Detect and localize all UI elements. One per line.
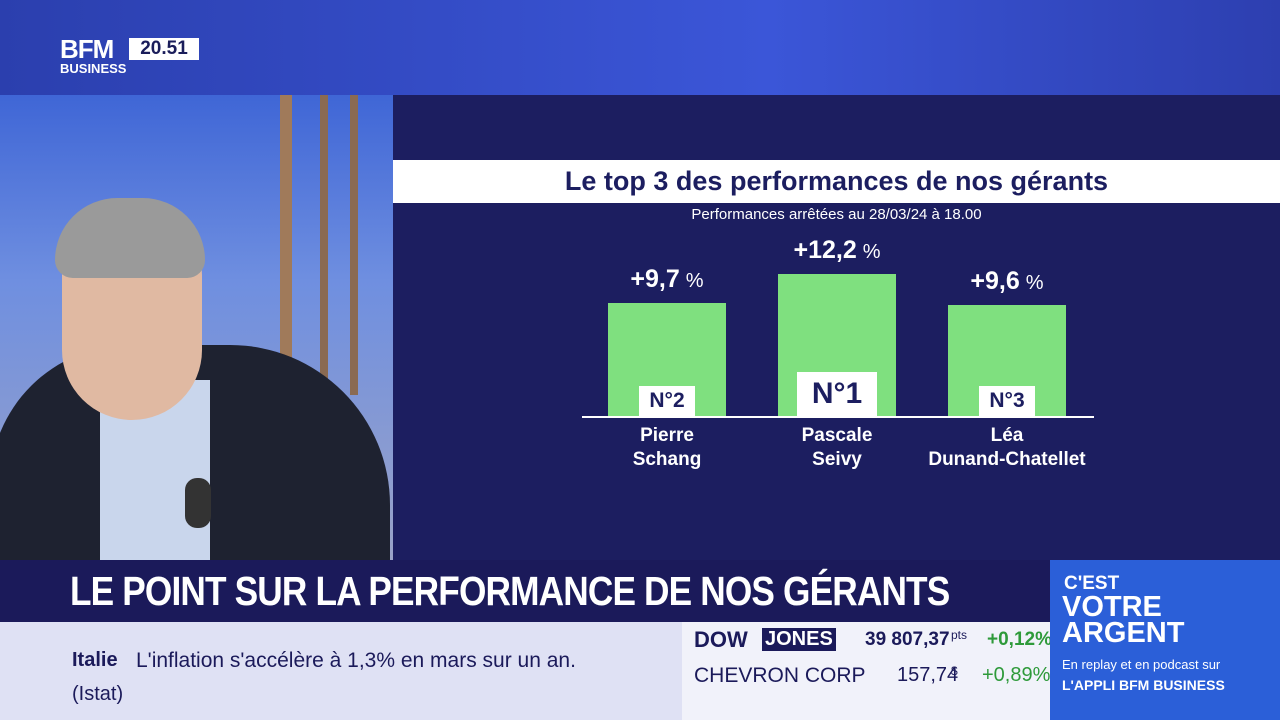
market-value: 157,74 (897, 664, 959, 686)
value-unit: % (685, 270, 704, 293)
chart: +9,7% N°2 Pierre Schang +12,2% N°1 Pascale Seiv… (587, 236, 1087, 470)
rank-badge: N°1 (797, 372, 877, 416)
promo-note: En replay et en podcast sur (1062, 657, 1221, 672)
studio-pillar (320, 95, 328, 395)
market-name: DOW (694, 627, 748, 652)
ticker (0, 622, 682, 720)
studio-pillar (280, 95, 292, 395)
ticker-country: Italie (72, 649, 118, 671)
baseline (582, 416, 1094, 418)
value-label: +9,6 (970, 266, 1020, 295)
rank-badge: N°2 (639, 386, 695, 416)
promo (1050, 560, 1280, 720)
logo-sub: BUSINESS (60, 61, 127, 76)
market-name: JONES (762, 628, 836, 651)
chart-title: Le top 3 des performances de nos gérants (393, 160, 1280, 203)
rank-badge: N°3 (979, 386, 1035, 416)
market-unit: $ (951, 664, 958, 678)
logo-brand: BFM (60, 34, 114, 64)
promo-line: VOTRE (1062, 591, 1162, 623)
ticker-source: (Istat) (72, 683, 124, 705)
value-unit: % (862, 241, 881, 264)
market-name: CHEVRON CORP (694, 664, 866, 687)
category-label: Pierre (640, 425, 694, 446)
banner (0, 560, 1050, 622)
category-label: Léa (990, 425, 1024, 446)
microphone (185, 478, 211, 528)
category-label: Dunand-Chatellet (928, 449, 1086, 470)
market-change: +0,12% (987, 629, 1052, 650)
headline: LE POINT SUR LA PERFORMANCE DE NOS GÉRAN… (70, 568, 950, 614)
presenter-hair (55, 198, 205, 278)
category-label: Pascale (801, 425, 873, 446)
ticker-text: L'inflation s'accélère à 1,3% en mars su… (136, 649, 576, 672)
promo-app: L'APPLI BFM BUSINESS (1062, 677, 1225, 693)
category-label: Schang (632, 449, 702, 470)
markets (682, 622, 1050, 720)
value-label: +9,7 (630, 265, 680, 294)
value-label: +9,6% (927, 267, 1087, 296)
studio-pillar (350, 95, 358, 395)
top-bar (0, 0, 1280, 95)
value-unit: % (1025, 271, 1044, 294)
market-unit: pts (951, 628, 968, 642)
promo-line: ARGENT (1062, 617, 1185, 649)
value-label: +9,7% (587, 265, 747, 294)
market-change: +0,89% (982, 664, 1051, 686)
clock: 20.51 (129, 38, 199, 60)
market-value: 39 807,37 (865, 629, 950, 650)
value-label: +12,2% (757, 236, 917, 265)
category-label: Seivy (812, 449, 862, 470)
chart-subtitle: Performances arrêtées au 28/03/24 à 18.0… (691, 206, 982, 223)
promo-line: C'EST (1064, 573, 1120, 594)
value-label: +12,2 (793, 236, 857, 265)
